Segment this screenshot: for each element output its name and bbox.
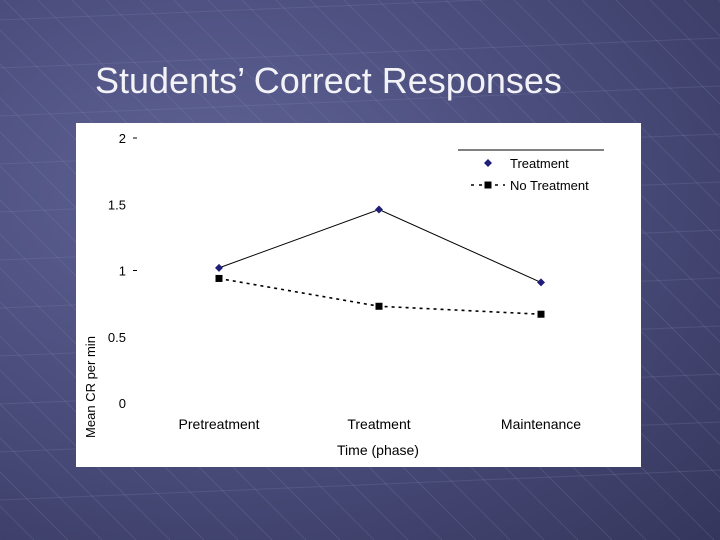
legend-item: No Treatment bbox=[471, 178, 589, 193]
y-tick-label: 1 bbox=[119, 264, 126, 279]
x-tick-label: Treatment bbox=[347, 416, 410, 432]
y-tick-label: 2 bbox=[119, 131, 126, 146]
series-treatment bbox=[215, 205, 545, 287]
data-point-square bbox=[537, 310, 545, 318]
series-no-treatment bbox=[215, 274, 545, 318]
legend-label: Treatment bbox=[510, 156, 569, 171]
y-axis-title: Mean CR per min bbox=[83, 336, 98, 438]
y-tick-label: 1.5 bbox=[108, 197, 126, 212]
y-tick-label: 0.5 bbox=[108, 330, 126, 345]
slide-title: Students’ Correct Responses bbox=[95, 60, 562, 101]
legend-marker-square bbox=[484, 181, 492, 189]
x-axis: Pretreatment Treatment Maintenance bbox=[179, 416, 582, 432]
data-point-square bbox=[375, 302, 383, 310]
y-tick-label: 0 bbox=[119, 396, 126, 411]
chart-panel: 2 1.5 1 0.5 0 Pretreatment Treatment Maintenan… bbox=[76, 123, 641, 467]
x-tick-label: Pretreatment bbox=[179, 416, 260, 432]
series-layer bbox=[215, 205, 545, 318]
legend-item: Treatment bbox=[484, 156, 569, 171]
y-axis: 2 1.5 1 0.5 0 bbox=[108, 131, 137, 411]
x-tick-label: Maintenance bbox=[501, 416, 581, 432]
series-line bbox=[218, 209, 542, 283]
legend: Treatment No Treatment bbox=[458, 149, 604, 193]
data-point-diamond bbox=[215, 263, 223, 272]
data-point-diamond bbox=[537, 278, 545, 287]
legend-marker-diamond bbox=[484, 159, 492, 167]
data-point-square bbox=[215, 274, 223, 282]
line-chart: 2 1.5 1 0.5 0 Pretreatment Treatment Maintenan… bbox=[83, 131, 604, 458]
legend-label: No Treatment bbox=[510, 178, 589, 193]
data-point-diamond bbox=[375, 205, 383, 214]
x-axis-title: Time (phase) bbox=[337, 442, 419, 458]
